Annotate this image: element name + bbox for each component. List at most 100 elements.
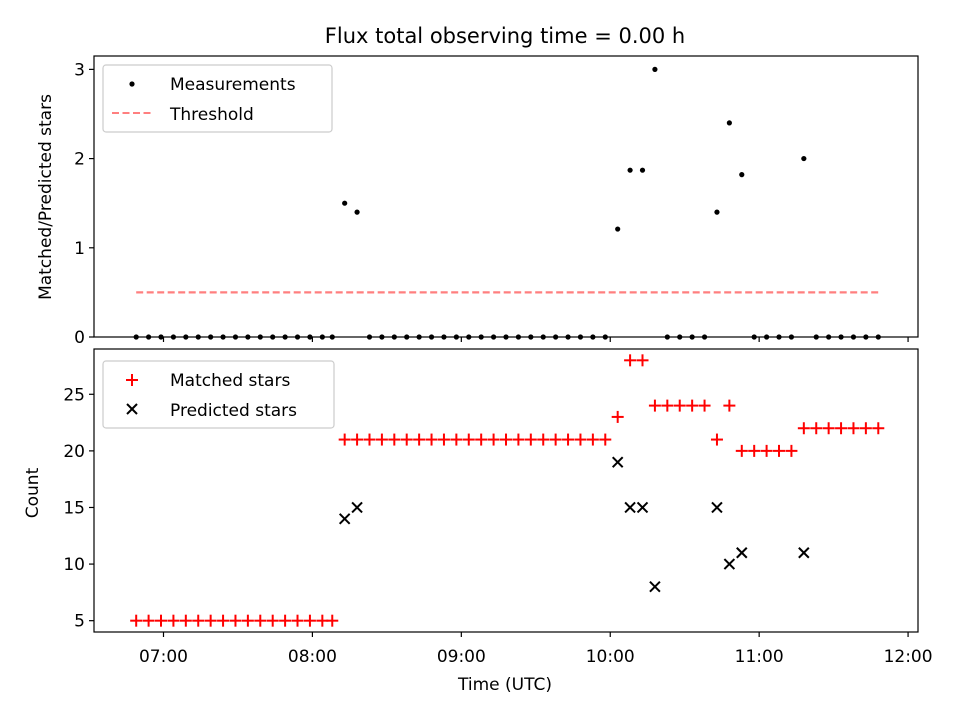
y-tick-label: 2 <box>74 150 85 170</box>
measurement-point <box>577 334 584 340</box>
matched-point <box>847 422 860 435</box>
measurement-point <box>391 334 397 340</box>
matched-point <box>425 433 438 446</box>
top-ylabel: Matched/Predicted stars <box>36 94 56 300</box>
matched-point <box>760 444 773 457</box>
matched-point <box>450 433 463 446</box>
matched-point <box>413 433 426 446</box>
x-tick-label: 08:00 <box>288 647 337 667</box>
predicted-point <box>636 501 649 514</box>
matched-point <box>797 422 810 435</box>
measurement-point <box>404 334 410 340</box>
y-tick-label: 3 <box>74 60 85 80</box>
matched-point <box>698 399 711 412</box>
matched-point <box>524 433 537 446</box>
matched-point <box>512 433 525 446</box>
matched-point <box>648 399 661 412</box>
measurement-point <box>776 334 782 340</box>
measurement-point <box>319 334 325 340</box>
bottom-legend-frame <box>102 360 335 429</box>
bottom-plot-frame <box>93 348 919 633</box>
matched-point <box>748 444 761 457</box>
measurement-point <box>714 209 720 215</box>
top-x-ticks <box>162 337 909 342</box>
matched-point <box>822 422 835 435</box>
measurement-point <box>813 334 819 340</box>
measurement-point <box>170 334 177 340</box>
predicted-point <box>798 547 810 559</box>
measurement-point <box>158 334 164 340</box>
measurement-point <box>478 334 484 340</box>
measurement-point <box>270 334 276 340</box>
top-plot-marks <box>133 66 881 340</box>
matched-point <box>363 433 376 446</box>
measurement-point <box>751 334 757 340</box>
measurement-point <box>639 167 646 173</box>
matched-point <box>241 614 254 627</box>
top-panel: 0 1 2 3 Matched/Predicted stars Measurement… <box>36 55 919 348</box>
measurement-point <box>540 334 546 340</box>
y-tick-label: 20 <box>63 442 85 462</box>
matched-point <box>586 433 599 446</box>
x-tick-label: 09:00 <box>437 647 486 667</box>
measurement-point <box>232 334 239 340</box>
measurement-point <box>826 334 832 340</box>
matched-point <box>400 433 413 446</box>
measurement-point <box>183 334 189 340</box>
measurement-point <box>245 334 251 340</box>
measurement-point <box>329 334 335 340</box>
measurement-point <box>764 334 770 340</box>
x-tick-label: 10:00 <box>586 647 635 667</box>
matched-point <box>710 433 723 446</box>
bottom-y-ticks: 5 10 15 20 25 <box>63 385 94 632</box>
matched-point <box>142 614 155 627</box>
measurement-point <box>416 334 422 340</box>
y-tick-label: 5 <box>74 612 85 632</box>
measurement-point <box>146 334 152 340</box>
top-legend-frame <box>102 64 333 133</box>
matched-point <box>599 433 612 446</box>
matched-point <box>266 614 279 627</box>
matched-point <box>254 614 267 627</box>
measurement-point <box>208 334 214 340</box>
matched-point <box>636 354 649 367</box>
matched-point <box>611 410 624 423</box>
matched-point <box>462 433 475 446</box>
matched-point <box>735 444 748 457</box>
matched-point <box>537 433 550 446</box>
legend-label-measurements: Measurements <box>170 75 296 95</box>
predicted-point <box>624 501 636 514</box>
measurement-point <box>342 200 348 206</box>
bottom-ylabel: Count <box>23 467 43 518</box>
measurement-point <box>354 209 360 215</box>
measurement-point <box>282 334 288 340</box>
chart-title: Flux total observing time = 0.00 h <box>325 24 685 48</box>
measurement-point <box>590 334 596 340</box>
predicted-point <box>723 558 736 570</box>
matched-point <box>673 399 686 412</box>
top-legend: Measurements Threshold <box>102 64 333 133</box>
measurement-point <box>466 334 472 340</box>
measurement-point <box>701 334 708 340</box>
predicted-point <box>649 581 661 593</box>
measurement-point <box>739 172 745 178</box>
matched-point <box>723 399 736 412</box>
matched-point <box>810 422 823 435</box>
measurement-point <box>195 334 201 340</box>
top-y-ticks: 0 1 2 3 <box>74 60 94 348</box>
predicted-point <box>338 513 351 525</box>
matched-point <box>388 433 401 446</box>
y-tick-label: 15 <box>63 498 85 518</box>
measurement-point <box>294 334 301 340</box>
measurement-point <box>788 334 795 340</box>
legend-marker-predicted <box>126 403 138 415</box>
measurement-point <box>875 334 881 340</box>
y-tick-label: 25 <box>63 385 85 405</box>
predicted-point <box>351 501 363 514</box>
measurement-point <box>453 334 459 340</box>
legend-label-threshold: Threshold <box>169 105 254 125</box>
bottom-panel: 5 10 15 20 25 07:00 08:00 09:00 10:00 11:00 12:00… <box>23 348 933 695</box>
measurement-point <box>257 334 263 340</box>
measurement-point <box>515 334 522 340</box>
